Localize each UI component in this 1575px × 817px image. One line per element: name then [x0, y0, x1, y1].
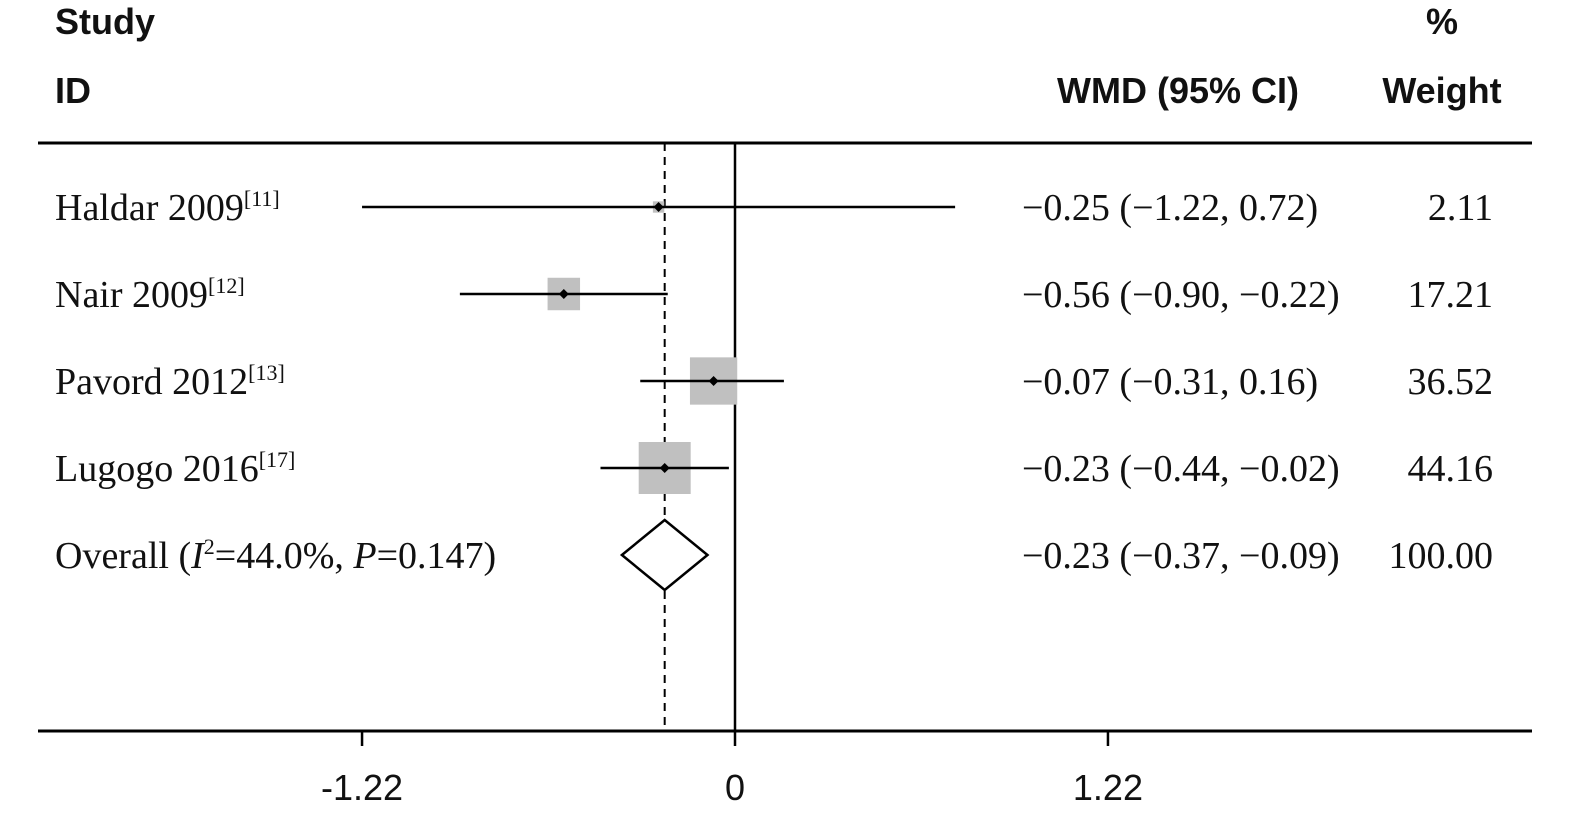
header-effect: WMD (95% CI): [1057, 70, 1299, 111]
header-weight: Weight: [1382, 70, 1501, 111]
study-reference: [11]: [244, 186, 280, 211]
overall-effect-ci: −0.23 (−0.37, −0.09): [1022, 535, 1340, 577]
study-point-estimate: [653, 202, 664, 212]
study-label: Nair 2009[12]: [55, 273, 245, 316]
overall-weight: 100.00: [1389, 535, 1494, 577]
heterogeneity-i-symbol: I: [190, 535, 206, 577]
study-name: Lugogo 2016: [55, 448, 259, 490]
x-tick-label: 0: [725, 767, 745, 808]
heterogeneity-p-value: =0.147): [377, 535, 497, 577]
study-rows: Haldar 2009[11] −0.25 (−1.22, 0.72) 2.11 Na…: [55, 186, 1493, 577]
study-label: Pavord 2012[13]: [55, 360, 285, 403]
study-effect-ci: −0.25 (−1.22, 0.72): [1022, 187, 1318, 229]
x-tick-label: -1.22: [321, 767, 403, 808]
study-reference: [17]: [259, 447, 296, 472]
study-effect-ci: −0.56 (−0.90, −0.22): [1022, 274, 1340, 316]
study-name: Pavord 2012: [55, 361, 248, 403]
study-weight: 44.16: [1408, 448, 1494, 490]
study-point-estimate: [708, 376, 719, 386]
study-name: Haldar 2009: [55, 187, 244, 229]
study-weight: 2.11: [1428, 187, 1493, 229]
overall-prefix: Overall (: [55, 535, 191, 577]
header-id: ID: [55, 70, 91, 111]
heterogeneity-i-value: =44.0%,: [215, 535, 354, 577]
study-effect-ci: −0.23 (−0.44, −0.02): [1022, 448, 1340, 490]
x-axis-ticks: -1.22 0 1.22: [321, 731, 1143, 808]
study-reference: [12]: [208, 273, 245, 298]
header-study: Study: [55, 1, 155, 42]
study-label: Lugogo 2016[17]: [55, 447, 295, 490]
header-weight-percent: %: [1426, 1, 1458, 42]
study-effect-ci: −0.07 (−0.31, 0.16): [1022, 361, 1318, 403]
overall-label: Overall (I2=44.0%, P=0.147): [55, 534, 496, 577]
study-point-estimate: [659, 463, 670, 473]
x-tick-label: 1.22: [1073, 767, 1143, 808]
overall-diamond: [619, 518, 710, 592]
heterogeneity-i-superscript: 2: [204, 534, 215, 559]
heterogeneity-p-symbol: P: [352, 535, 376, 577]
study-weight: 17.21: [1408, 274, 1494, 316]
study-weight: 36.52: [1408, 361, 1494, 403]
study-reference: [13]: [248, 360, 285, 385]
study-name: Nair 2009: [55, 274, 208, 316]
study-point-estimate: [558, 289, 569, 299]
study-label: Haldar 2009[11]: [55, 186, 280, 229]
plot-area: [362, 143, 956, 731]
